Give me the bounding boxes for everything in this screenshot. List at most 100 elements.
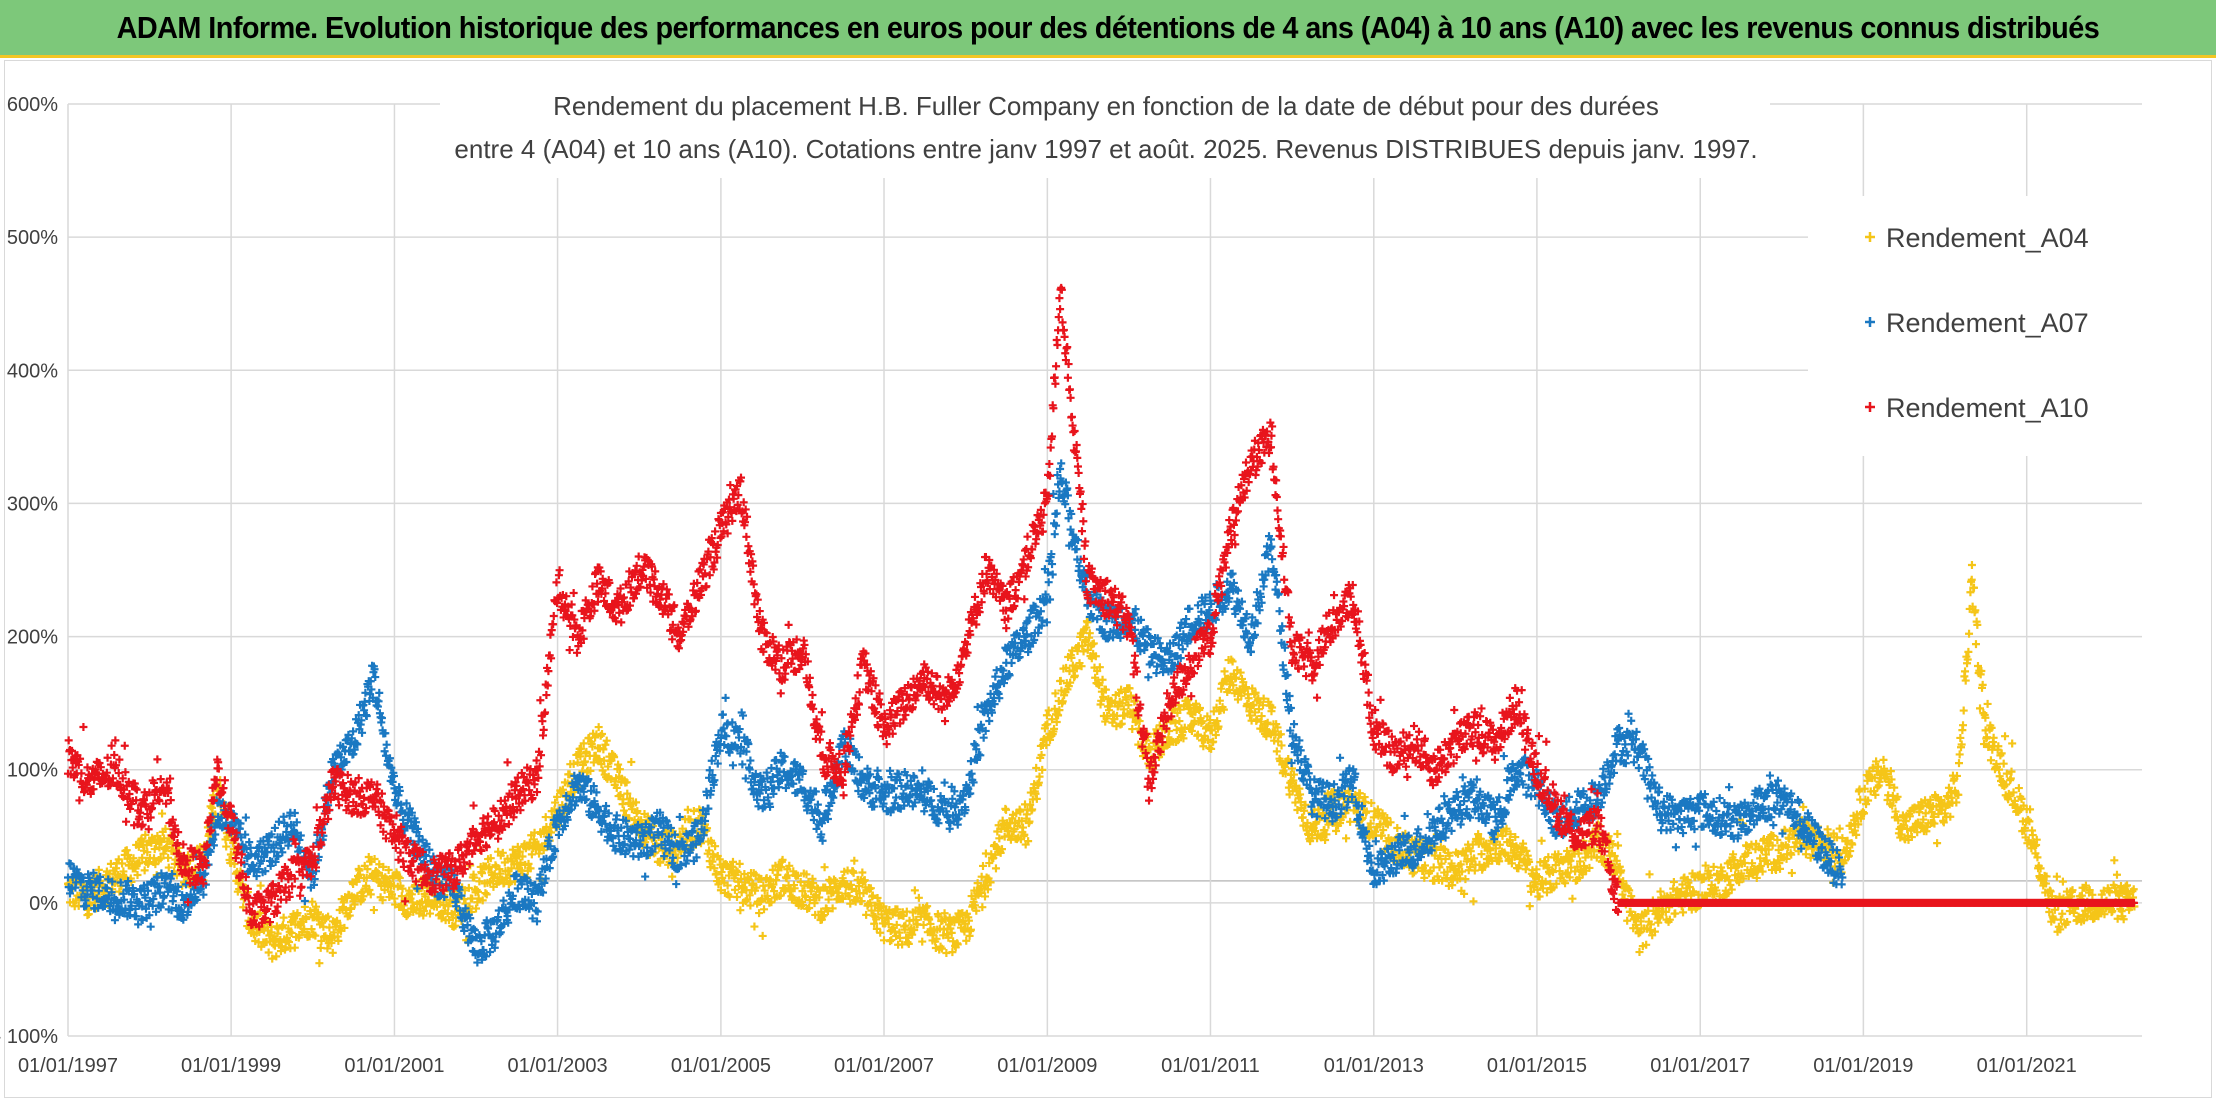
- data-point: [582, 747, 591, 756]
- data-point: [760, 886, 769, 895]
- data-point: [581, 757, 590, 766]
- data-point: [407, 890, 416, 899]
- data-point: [767, 898, 776, 907]
- data-point: [1983, 699, 1992, 708]
- data-point: [783, 871, 792, 880]
- data-point: [598, 766, 607, 775]
- data-point: [206, 802, 215, 811]
- y-tick-label: 0%: [29, 893, 58, 915]
- data-point: [164, 863, 173, 872]
- data-point: [415, 909, 424, 918]
- data-point: [1272, 747, 1281, 756]
- data-point: [723, 881, 732, 890]
- data-point: [1178, 645, 1187, 654]
- data-point: [278, 921, 287, 930]
- data-point: [558, 785, 567, 794]
- data-point: [554, 830, 563, 839]
- data-point: [1019, 823, 1027, 832]
- data-point: [641, 872, 650, 881]
- data-point: [728, 857, 737, 866]
- data-point: [991, 864, 1000, 873]
- data-point: [721, 693, 730, 702]
- data-point: [676, 832, 685, 841]
- data-point: [465, 902, 474, 911]
- data-point: [728, 761, 737, 770]
- data-point: [712, 869, 721, 878]
- data-point: [1044, 578, 1053, 587]
- data-point: [785, 861, 794, 870]
- data-point: [257, 942, 266, 951]
- data-point: [858, 868, 867, 877]
- data-point: [138, 853, 147, 862]
- data-point: [576, 752, 585, 761]
- data-point: [347, 904, 356, 913]
- data-point: [641, 838, 650, 847]
- data-point: [595, 755, 604, 764]
- data-point: [1342, 834, 1351, 843]
- title-banner: ADAM Informe. Evolution historique des p…: [0, 0, 2216, 58]
- data-point: [150, 854, 159, 863]
- data-point: [340, 923, 349, 932]
- data-point: [1671, 909, 1680, 918]
- data-point: [150, 845, 159, 854]
- data-point: [755, 909, 764, 918]
- data-point: [110, 916, 119, 925]
- data-point: [363, 865, 372, 874]
- data-point: [730, 885, 739, 894]
- data-point: [478, 896, 487, 905]
- data-point: [1393, 823, 1402, 832]
- x-tick-label: 01/01/2005: [671, 1055, 771, 1077]
- data-point: [710, 864, 719, 873]
- data-point: [752, 883, 761, 892]
- data-point: [1032, 794, 1041, 803]
- data-point: [886, 766, 895, 775]
- data-point: [918, 766, 927, 775]
- data-point: [474, 894, 483, 903]
- data-point: [482, 890, 491, 899]
- data-point: [1933, 839, 1942, 848]
- data-point: [1961, 676, 1970, 685]
- data-point: [486, 854, 495, 863]
- data-point: [352, 877, 361, 886]
- data-point: [384, 865, 393, 874]
- data-point: [758, 931, 767, 940]
- data-point: [158, 809, 167, 818]
- data-point: [1244, 694, 1253, 703]
- x-tick-label: 01/01/2015: [1487, 1055, 1587, 1077]
- data-point: [1955, 759, 1963, 768]
- data-point: [1185, 604, 1194, 613]
- data-point: [290, 943, 299, 952]
- data-point: [615, 765, 624, 774]
- data-point: [737, 874, 746, 883]
- data-point: [1614, 841, 1623, 850]
- data-point: [391, 900, 400, 909]
- data-point: [668, 872, 677, 881]
- data-point: [272, 952, 281, 961]
- data-point: [1461, 875, 1470, 884]
- data-point: [683, 805, 692, 814]
- data-point: [2058, 909, 2067, 918]
- data-point: [515, 847, 524, 856]
- data-point: [300, 897, 309, 906]
- data-point: [284, 938, 293, 947]
- data-point: [746, 901, 755, 910]
- data-point: [339, 898, 348, 907]
- data-point: [1144, 673, 1153, 682]
- data-point: [1879, 755, 1888, 764]
- data-point: [793, 871, 802, 880]
- data-point: [1002, 805, 1011, 814]
- data-point: [385, 879, 394, 888]
- data-point: [2001, 732, 2010, 741]
- data-point: [745, 875, 754, 884]
- data-point: [1410, 868, 1419, 877]
- data-point: [745, 891, 754, 900]
- data-point: [553, 792, 562, 801]
- data-point: [496, 869, 505, 878]
- data-point: [369, 906, 378, 915]
- data-point: [1679, 908, 1688, 917]
- data-point: [914, 893, 923, 902]
- data-point: [370, 855, 379, 864]
- data-point: [287, 929, 296, 938]
- data-point: [1799, 803, 1808, 812]
